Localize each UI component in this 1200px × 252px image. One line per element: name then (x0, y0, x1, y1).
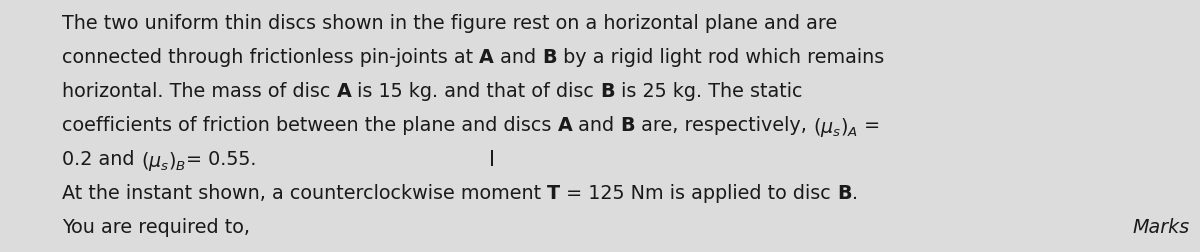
Text: A: A (336, 82, 352, 101)
Text: The two uniform thin discs shown in the figure rest on a horizontal plane and ar: The two uniform thin discs shown in the … (62, 14, 838, 33)
Text: B: B (542, 48, 557, 67)
Text: I: I (490, 150, 496, 170)
Text: $(\mu_s)_B$: $(\mu_s)_B$ (140, 150, 186, 173)
Text: B: B (620, 116, 635, 135)
Text: by a rigid light rod which remains: by a rigid light rod which remains (557, 48, 884, 67)
Text: and: and (572, 116, 620, 135)
Text: Marks: Marks (1133, 218, 1190, 237)
Text: = 125 Nm is applied to disc: = 125 Nm is applied to disc (560, 184, 838, 203)
Text: .: . (852, 184, 858, 203)
Text: You are required to,: You are required to, (62, 218, 250, 237)
Text: B: B (838, 184, 852, 203)
Text: A: A (479, 48, 494, 67)
Text: coefficients of friction between the plane and discs: coefficients of friction between the pla… (62, 116, 558, 135)
Text: $(\mu_s)_A$: $(\mu_s)_A$ (814, 116, 858, 139)
Text: A: A (558, 116, 572, 135)
Text: B: B (600, 82, 614, 101)
Text: = 0.55.: = 0.55. (186, 150, 257, 169)
Text: are, respectively,: are, respectively, (635, 116, 814, 135)
Text: At the instant shown, a counterclockwise moment: At the instant shown, a counterclockwise… (62, 184, 547, 203)
Text: connected through frictionless pin-joints at: connected through frictionless pin-joint… (62, 48, 479, 67)
Text: =: = (858, 116, 881, 135)
Text: horizontal. The mass of disc: horizontal. The mass of disc (62, 82, 336, 101)
Text: T: T (547, 184, 560, 203)
Text: 0.2 and: 0.2 and (62, 150, 140, 169)
Text: is 25 kg. The static: is 25 kg. The static (614, 82, 803, 101)
Text: and: and (494, 48, 542, 67)
Text: is 15 kg. and that of disc: is 15 kg. and that of disc (352, 82, 600, 101)
